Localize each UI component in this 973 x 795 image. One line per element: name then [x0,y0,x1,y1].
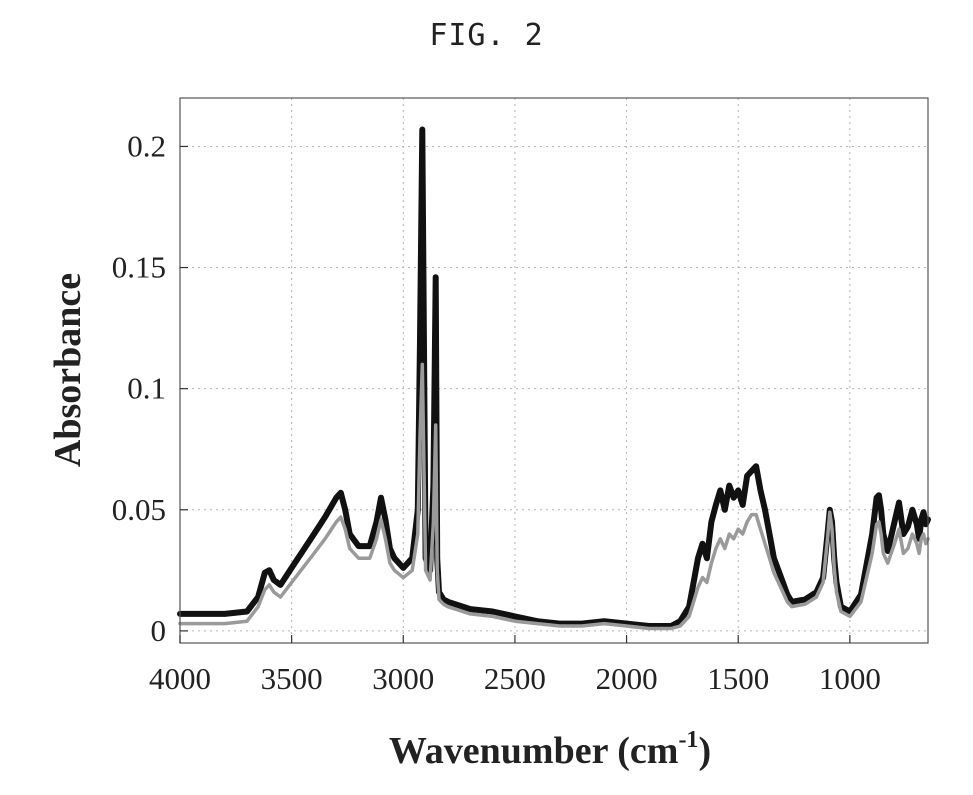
grid [179,98,928,643]
y-tick-label: 0.05 [112,492,166,527]
x-axis-title-suffix: ) [698,730,711,772]
x-tick-label: 2500 [484,661,546,696]
series-group [177,126,931,631]
y-tick-label: 0.2 [127,128,166,163]
x-tick-label: 3500 [261,661,323,696]
figure-label: FIG. 2 [429,18,544,53]
y-tick-label: 0.15 [112,250,166,285]
x-tick-label: 4000 [149,661,211,696]
y-tick-label: 0 [151,613,167,648]
x-tick-label: 1000 [819,661,881,696]
plot-frame [179,97,929,644]
x-tick-label: 3000 [372,661,434,696]
x-tick-labels: 4000 3500 3000 2500 2000 1500 1000 [149,635,881,696]
y-axis-title: Absorbance [47,273,89,467]
y-tick-labels: 0 0.05 0.1 0.15 0.2 [112,128,188,648]
x-axis-title-main: Wavenumber (cm [389,730,679,772]
y-tick-label: 0.1 [127,371,166,406]
x-tick-label: 1500 [707,661,769,696]
series-line-1 [177,126,931,629]
series-line-2 [178,362,930,631]
x-axis-title-superscript: -1 [678,727,698,753]
x-tick-label: 2000 [596,661,658,696]
x-axis-title: Wavenumber (cm-1) [389,727,711,772]
